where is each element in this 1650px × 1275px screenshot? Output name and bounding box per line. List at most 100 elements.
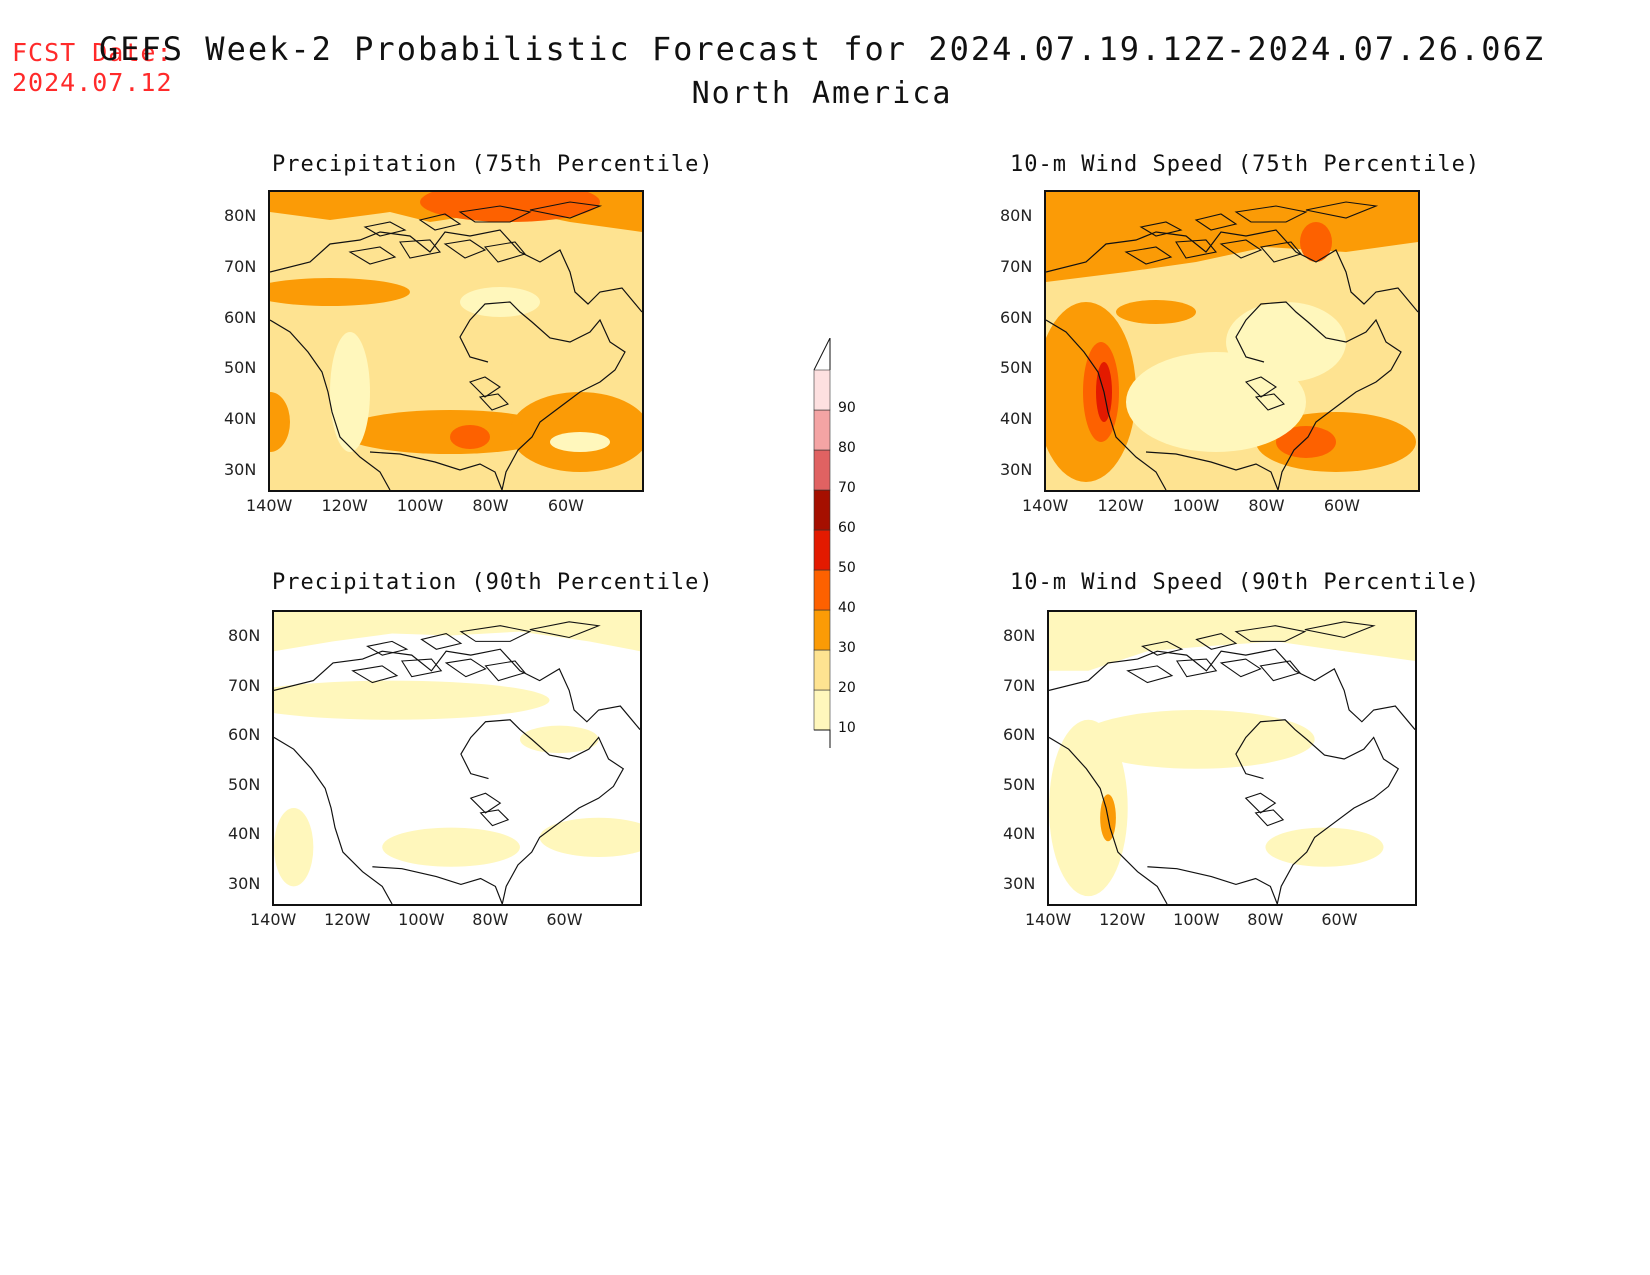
panel0-island-9	[478, 393, 509, 411]
panel-title-2: Precipitation (90th Percentile)	[272, 570, 714, 595]
panel3-arctic-band	[1049, 612, 1415, 671]
panel3-island-0	[1126, 665, 1174, 684]
panel0-hudson-dry	[460, 287, 540, 317]
panel0-coastline	[270, 229, 642, 490]
lat-label: 30N	[1000, 460, 1033, 479]
map-panel-2	[272, 610, 642, 906]
colorbar-swatch-40	[813, 569, 831, 611]
panel0-island-6	[458, 205, 532, 223]
panel0-atlantic-cell	[510, 392, 642, 472]
lon-label: 80W	[1247, 910, 1284, 929]
panel2-island-7	[529, 621, 601, 639]
panel1-island-3	[1259, 241, 1302, 263]
lon-label: 120W	[324, 910, 371, 929]
colorbar-swatch-80	[813, 409, 831, 451]
lon-label: 80W	[1248, 496, 1285, 515]
lat-label: 80N	[1000, 206, 1033, 225]
panel1-island-0	[1124, 246, 1173, 265]
colorbar-bottom-cap	[814, 729, 831, 766]
lat-label: 70N	[1003, 675, 1036, 695]
lat-label: 60N	[224, 307, 257, 327]
panel2-island-5	[420, 632, 463, 650]
panel3-pacific-cell	[1049, 719, 1128, 897]
figure-subtitle: North America	[691, 76, 953, 111]
panel2-island-1	[400, 658, 443, 678]
colorbar-swatch-90	[813, 369, 831, 411]
panel2-pacific-cell	[274, 807, 314, 887]
lat-label: 80N	[228, 626, 261, 645]
panel2-island-0	[351, 665, 399, 684]
panel3-island-5	[1195, 632, 1238, 650]
colorbar-swatch-30	[813, 609, 831, 651]
lat-label: 60N	[1000, 307, 1033, 327]
panel3-island-6	[1234, 625, 1307, 642]
panel1-island-4	[1139, 221, 1183, 237]
panel-title-0: Precipitation (75th Percentile)	[272, 152, 714, 177]
colorbar: 10 20 30 40 50 60 70 80 90	[810, 337, 856, 766]
lon-label: 60W	[547, 496, 584, 515]
panel0-gulf-band	[340, 410, 560, 454]
panel0-west-dry	[330, 332, 370, 452]
panel2-island-3	[484, 660, 526, 682]
forecast-date: FCST Date: 2024.07.12	[12, 38, 173, 98]
panel3-atlantic-cell	[1265, 827, 1384, 867]
colorbar-level-label: 40	[838, 600, 856, 616]
lat-label: 50N	[228, 774, 261, 794]
colorbar-swatch-50	[813, 529, 831, 571]
map-graphic-0	[270, 192, 642, 490]
lon-label: 140W	[250, 910, 297, 929]
colorbar-swatch-60	[813, 489, 831, 531]
lon-label: 60W	[1323, 496, 1360, 515]
panel0-island-3	[483, 241, 526, 263]
lon-label: 60W	[1321, 910, 1358, 929]
panel1-atlantic-core	[1276, 426, 1336, 458]
panel-title-1: 10-m Wind Speed (75th Percentile)	[1010, 152, 1481, 177]
panel-title-3: 10-m Wind Speed (90th Percentile)	[1010, 570, 1481, 595]
panel2-coastline	[274, 648, 640, 904]
panel1-island-7	[1305, 201, 1379, 219]
panel2-island-6	[459, 625, 532, 642]
colorbar-level-label: 30	[838, 640, 856, 656]
lat-label: 40N	[228, 824, 261, 844]
colorbar-top-cap	[813, 337, 831, 371]
panel2-island-4	[365, 640, 409, 656]
panel1-coastline	[1046, 229, 1418, 490]
colorbar-swatch-70	[813, 449, 831, 491]
colorbar-level-label: 80	[838, 440, 856, 456]
panel3-island-1	[1175, 658, 1218, 678]
lat-label: 80N	[1003, 626, 1036, 645]
colorbar-level-label: 70	[838, 480, 856, 496]
lon-label: 100W	[396, 496, 444, 515]
panel1-midlat-cell	[1116, 300, 1196, 324]
lat-label: 70N	[1000, 256, 1033, 276]
panel0-island-4	[363, 221, 407, 237]
panel0-island-5	[418, 213, 462, 231]
colorbar-graphic	[813, 337, 831, 766]
panel3-midlat-band	[1078, 709, 1315, 769]
figure-title: GEFS Week-2 Probabilistic Forecast for 2…	[98, 30, 1546, 68]
panel3-island-8	[1244, 792, 1277, 814]
panel0-island-0	[348, 246, 397, 265]
panel1-island-5	[1194, 213, 1238, 231]
lat-label: 80N	[224, 206, 257, 225]
lat-label: 70N	[224, 256, 257, 276]
map-graphic-1	[1046, 192, 1418, 490]
panel3-island-9	[1254, 809, 1285, 827]
panel0-island-2	[443, 239, 487, 259]
panel2-arctic-band	[274, 612, 640, 652]
panel2-north-band	[274, 680, 550, 720]
colorbar-level-label: 20	[838, 680, 856, 696]
lon-label: 140W	[1025, 910, 1072, 929]
colorbar-level-label: 50	[838, 560, 856, 576]
lat-label: 30N	[228, 874, 261, 893]
panel0-pacific-cell	[270, 392, 290, 452]
panel0-island-7	[529, 201, 603, 219]
map-panel-0	[268, 190, 644, 492]
map-graphic-2	[274, 612, 640, 904]
lon-label: 80W	[472, 496, 509, 515]
panel2-island-8	[469, 792, 502, 814]
lon-label: 120W	[1097, 496, 1144, 515]
panel3-island-4	[1140, 640, 1184, 656]
panel1-island-2	[1219, 239, 1263, 259]
lon-label: 100W	[1172, 496, 1220, 515]
